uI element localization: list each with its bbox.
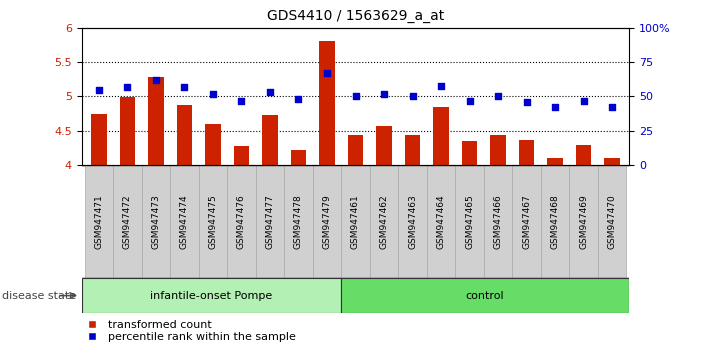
Text: GSM947470: GSM947470	[608, 194, 616, 249]
Point	[122, 84, 133, 90]
Bar	[348, 135, 363, 165]
Bar	[176, 105, 192, 165]
Bar	[198, 165, 228, 278]
Point	[236, 98, 247, 103]
Bar	[341, 278, 629, 313]
Text: GSM947478: GSM947478	[294, 194, 303, 249]
Bar	[148, 78, 164, 165]
Bar	[291, 150, 306, 165]
Text: infantile-onset Pompe: infantile-onset Pompe	[150, 291, 272, 301]
Bar	[313, 165, 341, 278]
Bar	[113, 165, 141, 278]
Bar	[256, 165, 284, 278]
Bar	[433, 107, 449, 165]
Point	[464, 98, 475, 103]
Point	[578, 98, 589, 103]
Bar	[205, 124, 221, 165]
Text: GSM947463: GSM947463	[408, 194, 417, 249]
Bar	[541, 165, 570, 278]
Bar	[91, 114, 107, 165]
Bar	[576, 145, 592, 165]
Bar	[490, 135, 506, 165]
Bar	[376, 126, 392, 165]
Text: control: control	[466, 291, 505, 301]
Text: GSM947475: GSM947475	[208, 194, 218, 249]
Text: GDS4410 / 1563629_a_at: GDS4410 / 1563629_a_at	[267, 9, 444, 23]
Bar	[427, 165, 455, 278]
Bar	[170, 165, 198, 278]
Point	[493, 94, 504, 99]
Bar	[234, 145, 250, 165]
Bar	[547, 159, 563, 165]
Bar	[228, 165, 256, 278]
Bar	[455, 165, 483, 278]
Point	[550, 104, 561, 110]
Text: GSM947462: GSM947462	[380, 194, 388, 249]
Text: GSM947471: GSM947471	[95, 194, 103, 249]
Bar	[370, 165, 398, 278]
Bar	[341, 165, 370, 278]
Bar	[284, 165, 313, 278]
Point	[606, 104, 618, 110]
Text: GSM947464: GSM947464	[437, 194, 446, 249]
Bar	[604, 158, 620, 165]
Text: disease state: disease state	[2, 291, 76, 301]
Text: GSM947477: GSM947477	[265, 194, 274, 249]
Bar	[519, 140, 535, 165]
Bar	[319, 41, 335, 165]
Point	[435, 83, 447, 88]
Bar	[461, 141, 477, 165]
Point	[407, 94, 418, 99]
Point	[350, 94, 361, 99]
Point	[264, 90, 276, 95]
Point	[178, 84, 190, 90]
Legend: transformed count, percentile rank within the sample: transformed count, percentile rank withi…	[77, 315, 300, 347]
Bar	[483, 165, 513, 278]
Text: GSM947465: GSM947465	[465, 194, 474, 249]
Text: GSM947467: GSM947467	[522, 194, 531, 249]
Text: GSM947468: GSM947468	[550, 194, 560, 249]
Bar	[405, 135, 420, 165]
Bar	[119, 97, 135, 165]
Point	[93, 87, 105, 92]
Text: GSM947461: GSM947461	[351, 194, 360, 249]
Bar	[570, 165, 598, 278]
Point	[293, 96, 304, 102]
Bar	[598, 165, 626, 278]
Bar	[262, 115, 278, 165]
Point	[150, 77, 161, 83]
Point	[378, 91, 390, 97]
Text: GSM947466: GSM947466	[493, 194, 503, 249]
Point	[521, 99, 533, 105]
Bar	[82, 278, 341, 313]
Text: GSM947476: GSM947476	[237, 194, 246, 249]
Text: GSM947472: GSM947472	[123, 194, 132, 249]
Text: GSM947479: GSM947479	[323, 194, 331, 249]
Text: GSM947469: GSM947469	[579, 194, 588, 249]
Point	[321, 70, 333, 76]
Bar	[398, 165, 427, 278]
Point	[207, 91, 218, 97]
Bar	[513, 165, 541, 278]
Bar	[85, 165, 113, 278]
Text: GSM947474: GSM947474	[180, 194, 189, 249]
Bar	[141, 165, 170, 278]
Text: GSM947473: GSM947473	[151, 194, 161, 249]
